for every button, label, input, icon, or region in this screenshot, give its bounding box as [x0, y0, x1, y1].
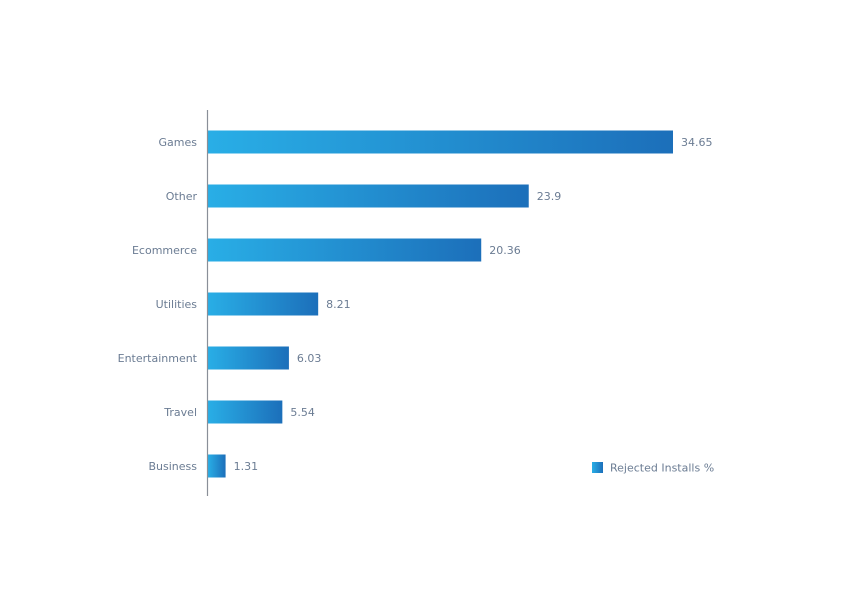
category-label: Entertainment — [118, 352, 198, 365]
value-label: 1.31 — [234, 460, 258, 473]
value-label: 6.03 — [297, 352, 322, 365]
value-label: 5.54 — [290, 406, 315, 419]
bar-ecommerce — [208, 238, 482, 262]
value-label: 34.65 — [681, 136, 713, 149]
value-label: 8.21 — [326, 298, 351, 311]
category-label: Travel — [163, 406, 197, 419]
bar-business — [208, 454, 226, 478]
bar-other — [208, 184, 529, 208]
legend: Rejected Installs % — [592, 462, 714, 475]
value-label: 23.9 — [537, 190, 562, 203]
category-label: Business — [148, 460, 197, 473]
bar-games — [208, 130, 673, 154]
legend-label: Rejected Installs % — [610, 462, 714, 475]
value-label: 20.36 — [489, 244, 521, 257]
category-label: Utilities — [156, 298, 198, 311]
category-label: Ecommerce — [132, 244, 197, 257]
bar-travel — [208, 400, 283, 424]
category-label: Other — [166, 190, 198, 203]
bar-utilities — [208, 292, 319, 316]
legend-swatch — [592, 462, 603, 473]
bars-layer: Games 34.65 Other 23.9 Ecommerce 20.36 Utiliti… — [118, 130, 713, 478]
category-label: Games — [159, 136, 198, 149]
bar-entertainment — [208, 346, 289, 370]
